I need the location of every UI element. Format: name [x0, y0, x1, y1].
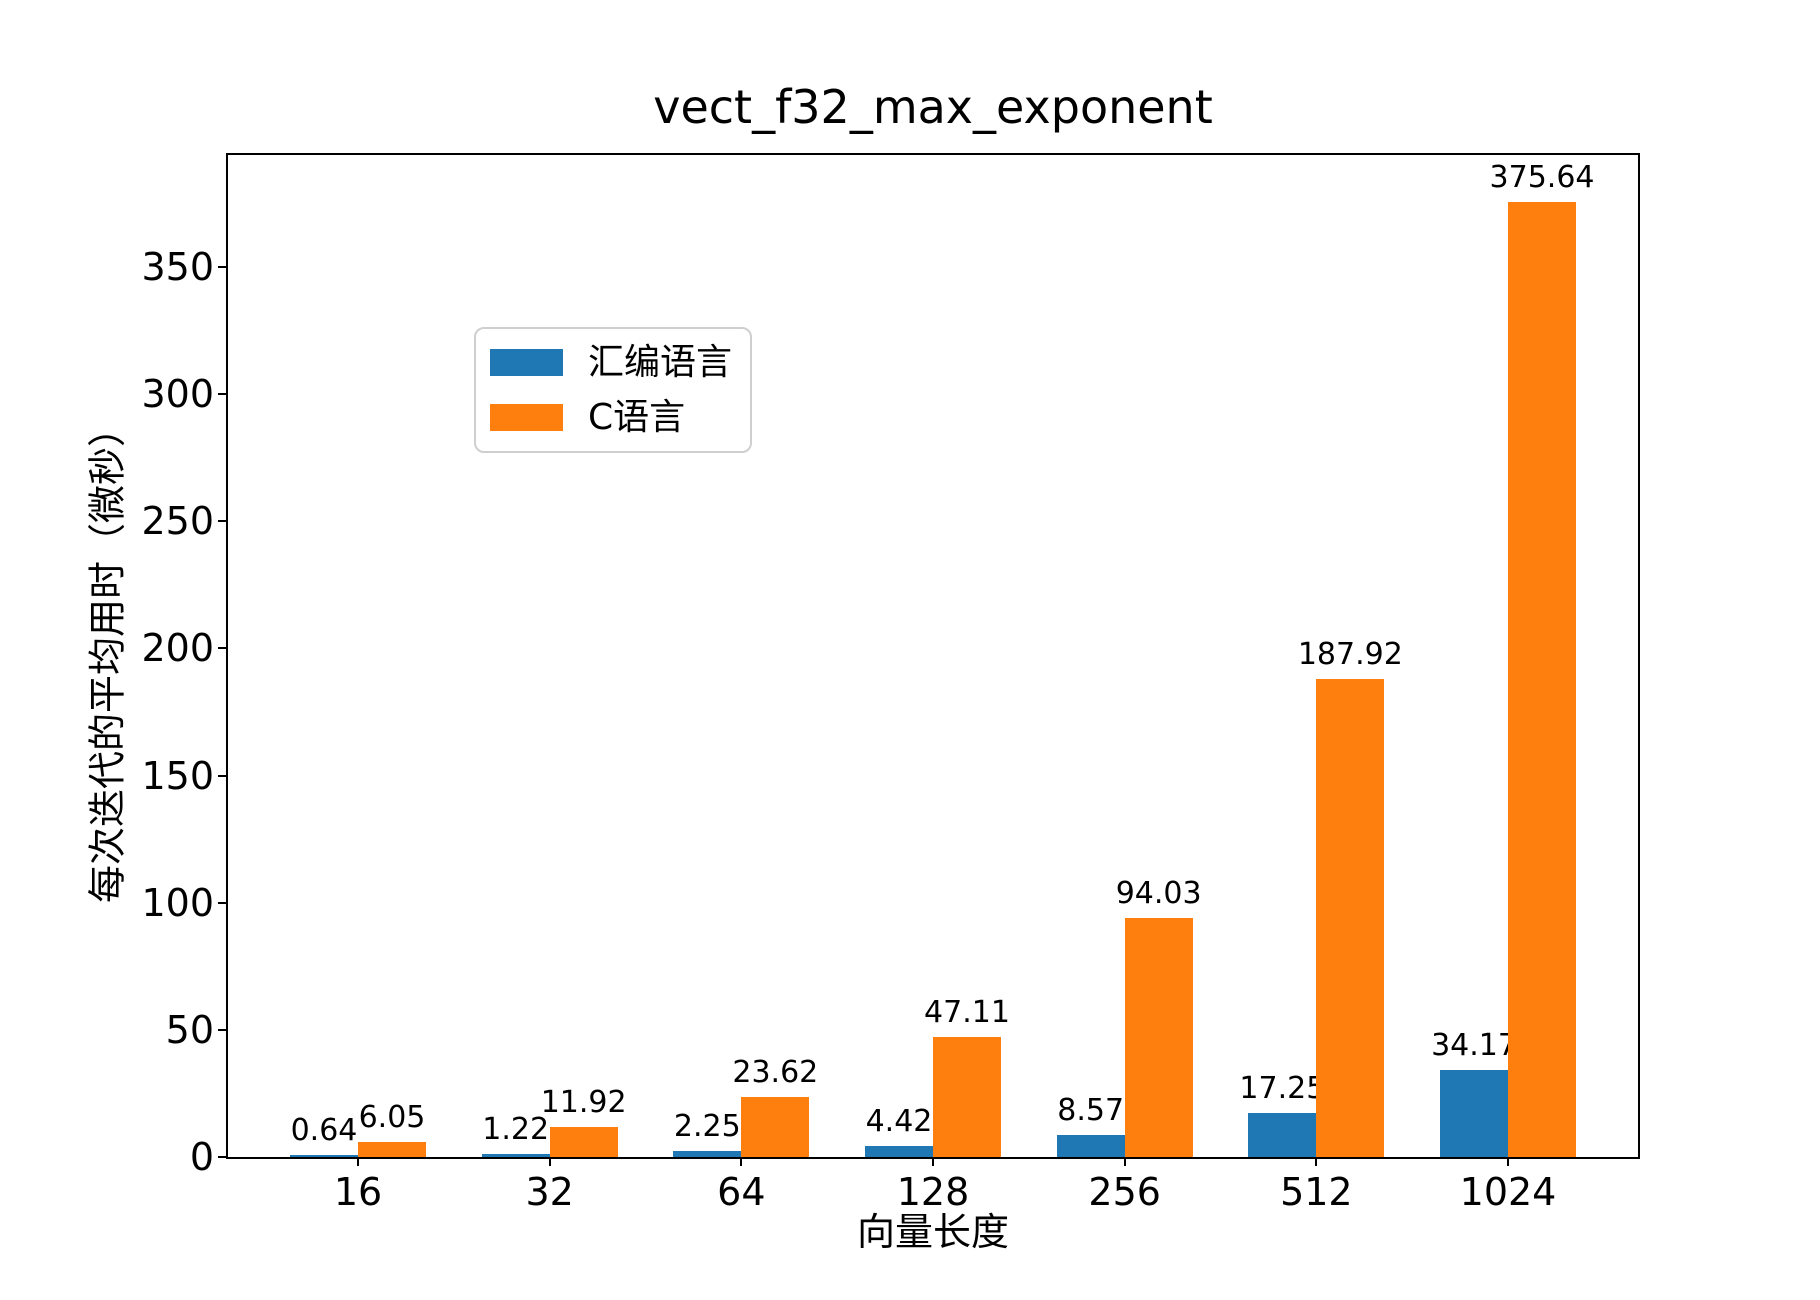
bar-C语言-16: [358, 1141, 426, 1157]
y-tick-label: 150: [141, 753, 214, 798]
bar-value-label: 0.64: [290, 1113, 358, 1148]
x-tick-mark: [1315, 1157, 1318, 1166]
x-tick-mark: [932, 1157, 934, 1166]
legend: 汇编语言 C语言: [474, 327, 752, 453]
bar-汇编语言-512: [1248, 1113, 1317, 1157]
x-tick-mark: [1123, 1157, 1126, 1166]
y-tick-mark: [218, 647, 227, 650]
bar-value-label: 6.05: [358, 1099, 426, 1135]
bar-C语言-64: [741, 1096, 810, 1157]
x-tick-mark: [548, 1157, 551, 1166]
bar-value-label: 2.25: [673, 1109, 741, 1145]
x-tick-mark: [1507, 1157, 1510, 1166]
x-tick-label: 512: [1280, 1170, 1353, 1214]
bar-C语言-256: [1124, 917, 1193, 1157]
bar-value-label: 187.92: [1297, 637, 1403, 673]
bar-C语言-32: [549, 1126, 618, 1157]
x-axis-ticks: 16 32 64 128 256 512 1024: [228, 1157, 1638, 1237]
bar-汇编语言-32: [481, 1153, 550, 1157]
bar-汇编语言-256: [1056, 1135, 1125, 1157]
x-tick-label: 1024: [1459, 1170, 1557, 1214]
y-axis-ticks: 0 50 100 150 200 250 300 350: [0, 155, 214, 1176]
bar-value-label: 34.17: [1431, 1028, 1517, 1064]
legend-item-汇编语言: 汇编语言: [490, 341, 740, 383]
bar-value-label: 94.03: [1115, 875, 1202, 911]
bar-value-label: 17.25: [1239, 1071, 1326, 1107]
legend-label: C语言: [588, 396, 686, 438]
y-tick-label: 50: [165, 1007, 214, 1052]
bar-汇编语言-1024: [1440, 1070, 1509, 1157]
y-tick-mark: [218, 393, 227, 396]
bar-value-label: 23.62: [732, 1054, 819, 1090]
legend-label: 汇编语言: [588, 341, 733, 383]
x-tick-label: 32: [525, 1170, 574, 1214]
bar-C语言-512: [1316, 679, 1385, 1157]
y-tick-label: 0: [189, 1135, 214, 1179]
bar-value-label: 1.22: [482, 1111, 550, 1147]
legend-item-C语言: C语言: [490, 396, 740, 438]
x-tick-label: 64: [717, 1170, 766, 1214]
x-tick-mark: [357, 1157, 359, 1166]
bar-value-label: 47.11: [924, 995, 1010, 1031]
plot-area: 汇编语言 C语言 0.64 6.05 1.22 11.92 2.25 23.62 4.42 47…: [228, 155, 1638, 1157]
x-tick-mark: [740, 1157, 743, 1166]
y-tick-label: 250: [141, 499, 214, 544]
bar-C语言-128: [933, 1037, 1001, 1157]
y-tick-label: 350: [141, 244, 214, 289]
x-axis-label: 向量长度: [856, 1210, 1009, 1254]
bar-C语言-1024: [1508, 201, 1577, 1157]
y-tick-mark: [218, 520, 227, 523]
x-tick-label: 128: [896, 1170, 970, 1214]
bar-value-label: 375.64: [1489, 159, 1595, 195]
bar-value-label: 4.42: [865, 1103, 933, 1139]
y-tick-mark: [218, 1156, 227, 1158]
bar-value-label: 8.57: [1057, 1093, 1125, 1129]
y-tick-mark: [218, 901, 227, 904]
y-tick-label: 200: [141, 626, 214, 671]
x-tick-label: 256: [1088, 1170, 1161, 1214]
y-tick-mark: [218, 1028, 227, 1031]
x-tick-label: 16: [333, 1170, 383, 1214]
bar-汇编语言-64: [673, 1151, 742, 1157]
legend-swatch: [490, 349, 563, 376]
y-tick-label: 300: [141, 372, 214, 417]
y-tick-label: 100: [141, 880, 214, 925]
bar-汇编语言-16: [290, 1155, 358, 1157]
y-tick-mark: [218, 774, 227, 777]
chart-title: vect_f32_max_exponent: [653, 80, 1213, 134]
legend-swatch: [490, 404, 563, 431]
bar-value-label: 11.92: [540, 1084, 627, 1120]
y-tick-mark: [218, 265, 227, 268]
bar-汇编语言-128: [865, 1145, 933, 1157]
